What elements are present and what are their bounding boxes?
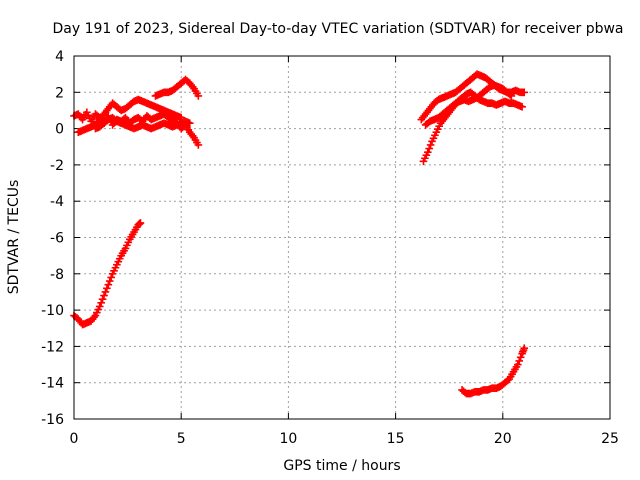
x-tick-label: 25	[601, 431, 619, 447]
x-tick-label: 20	[494, 431, 512, 447]
grid-lines	[74, 56, 610, 419]
series-arc-2	[70, 219, 145, 329]
axis-ticks: -16 -14 -12 -10 -8 -6 -4 -2 0 2 4 0 5 10 15 20 25	[41, 49, 619, 447]
series-arc-3a	[419, 88, 526, 166]
data-marks	[70, 70, 529, 398]
data-point	[520, 88, 529, 97]
x-axis-label: GPS time / hours	[283, 458, 400, 474]
plot-frame	[73, 55, 611, 420]
y-tick-label: -2	[50, 158, 64, 174]
data-point	[136, 219, 145, 227]
y-tick-label: -4	[50, 194, 64, 210]
chart-title: Day 191 of 2023, Sidereal Day-to-day VTE…	[52, 21, 623, 37]
x-tick-label: 15	[387, 431, 405, 447]
series-arc-1d	[151, 75, 203, 100]
x-tick-label: 0	[70, 431, 79, 447]
data-point	[194, 92, 203, 100]
y-tick-label: 2	[55, 85, 64, 101]
series-arc-4	[458, 344, 529, 398]
data-point	[518, 103, 526, 111]
series-arc-3c	[421, 81, 516, 129]
data-point	[185, 119, 194, 127]
y-tick-label: -14	[41, 376, 64, 392]
x-tick-label: 10	[279, 431, 297, 447]
series-arc-1b	[74, 95, 185, 137]
y-tick-label: -16	[41, 412, 64, 428]
y-tick-label: -6	[50, 231, 64, 247]
y-tick-label: 4	[55, 49, 64, 65]
y-axis-label: SDTVAR / TECUs	[6, 180, 22, 295]
x-tick-label: 5	[177, 431, 186, 447]
data-point	[507, 92, 516, 100]
data-point	[194, 141, 203, 149]
y-tick-label: -12	[41, 339, 64, 355]
y-tick-label: 0	[55, 122, 64, 138]
series-arc-1c	[91, 113, 194, 133]
data-point	[520, 344, 529, 353]
y-tick-label: -8	[50, 267, 64, 283]
y-tick-label: -10	[41, 303, 64, 319]
